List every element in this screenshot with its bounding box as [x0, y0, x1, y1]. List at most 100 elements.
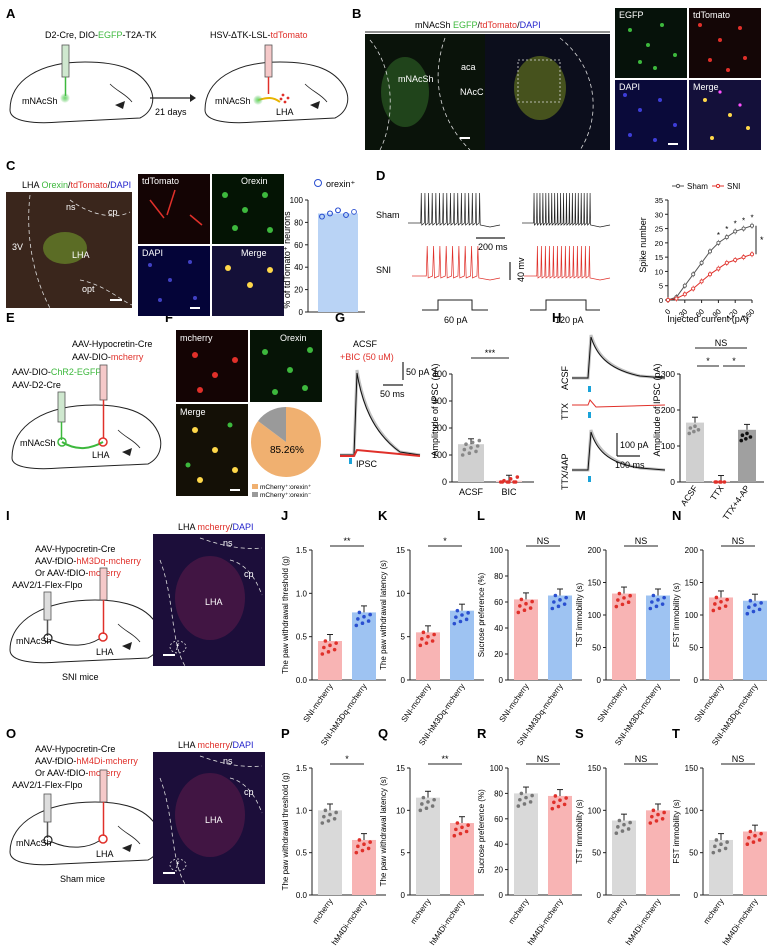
y-tick-label: 0.5: [296, 633, 308, 642]
data-point: [699, 260, 704, 265]
d-sham-label: Sham: [376, 210, 400, 220]
data-point: [748, 829, 753, 834]
y-tick-label: 150: [685, 579, 699, 588]
data-point: [558, 798, 562, 802]
data-point: [654, 604, 659, 609]
data-point: [713, 844, 717, 849]
data-point: [327, 210, 333, 217]
y-tick-label: 1.0: [296, 806, 308, 815]
sig-star: *: [760, 235, 764, 245]
y-tick-label: 0.5: [296, 849, 308, 858]
data-point: [550, 606, 555, 611]
b-dapi-tile: [615, 80, 687, 150]
data-point: [757, 838, 762, 842]
b-merge-tile: [689, 80, 761, 150]
data-point: [418, 808, 423, 813]
data-point: [466, 611, 470, 615]
f-ch-orexin: Orexin: [280, 333, 307, 343]
data-point: [368, 612, 372, 617]
sig-star: *: [742, 217, 745, 226]
i-v1: AAV-Hypocretin-Cre: [35, 544, 115, 554]
data-point: [366, 846, 371, 851]
data-point: [723, 604, 728, 608]
y-tick-label: 150: [588, 764, 602, 773]
data-point: [562, 802, 567, 807]
x-tick-label: mcherry: [507, 897, 531, 926]
bar: [458, 444, 484, 482]
data-point: [564, 595, 568, 600]
y-tick-label: 0: [442, 477, 447, 487]
data-point: [747, 836, 751, 840]
sig-label: NS: [635, 536, 648, 546]
data-point: [714, 838, 719, 842]
data-point: [432, 797, 436, 802]
h-ylabel: Amplitude of IPSC (pA): [652, 363, 662, 456]
y-tick-label: 20: [494, 650, 503, 659]
data-point: [688, 426, 693, 430]
data-point: [474, 449, 478, 454]
d-scale-mv: 40 mv: [516, 257, 526, 282]
o-cp: cp: [244, 787, 254, 797]
c-ns: ns: [66, 202, 76, 212]
data-point: [717, 848, 722, 853]
data-point: [753, 603, 757, 607]
data-point: [558, 598, 562, 602]
data-point: [326, 819, 331, 823]
data-point: [751, 609, 756, 614]
data-point: [320, 821, 325, 825]
c-3v: 3V: [12, 242, 23, 252]
data-point: [356, 844, 360, 849]
d-xlabel: Injected current (pA): [667, 314, 749, 324]
panel-i: AAV-Hypocretin-Cre AAV-fDIO-hM3Dq-mcherr…: [9, 522, 265, 682]
data-point: [724, 260, 729, 265]
panel-label-f: F: [165, 310, 173, 325]
panel-label-b: B: [352, 6, 361, 21]
x-tick-label: mcherry: [605, 897, 629, 926]
bar: [318, 641, 342, 680]
y-tick-label: 200: [685, 546, 699, 555]
y-tick-label: 150: [685, 764, 699, 773]
h-scale-pa: 100 pA: [620, 440, 649, 450]
b-egfp-tile: [615, 8, 687, 78]
x-tick-label: hM4Di-mcherry: [330, 897, 369, 947]
o-v2: AAV-fDIO-hM4Di-mcherry: [35, 756, 138, 766]
data-point: [562, 602, 567, 606]
g-traces: [340, 369, 421, 457]
y-tick-label: 100: [490, 546, 504, 555]
sig-label: NS: [732, 754, 745, 764]
panel-d: Sham SNI 200 ms 40 mv 60 pA 120 pA Sham S…: [376, 182, 764, 325]
f-legend-2: mCherry⁺:orexin⁻: [260, 492, 312, 499]
chart-q: The paw withdrawal latency (s) 0 5 10 15 mche…: [379, 754, 484, 947]
g-chart: Amplitude of IPSC (pA) 0 100 200 300 400 ACSF…: [430, 348, 534, 497]
y-axis-label: FST immobility (s): [672, 583, 681, 648]
x-tick-label: TTX: [708, 483, 726, 502]
y-tick-label: 100: [685, 806, 699, 815]
panel-label-i: I: [6, 508, 10, 523]
d-chart: Sham SNI Spike number Injected current (p…: [638, 182, 764, 324]
data-point: [420, 637, 424, 641]
c-lha: LHA: [72, 250, 90, 260]
data-point: [552, 600, 556, 604]
g-ylabel: Amplitude of IPSC (pA): [430, 363, 440, 456]
i-ns: ns: [223, 538, 233, 548]
x-tick-label: SNI-mcherry: [400, 682, 433, 724]
panel-label-r: R: [477, 726, 487, 741]
d-ylabel: Spike number: [638, 217, 648, 273]
data-point: [745, 611, 750, 616]
f-pie-chart: [251, 407, 321, 477]
data-point: [368, 840, 372, 844]
sig-label: **: [343, 536, 351, 546]
i-f: f: [176, 642, 180, 652]
y-tick-label: 20: [294, 286, 303, 295]
data-point: [452, 833, 457, 838]
data-point: [460, 825, 464, 830]
ipsc-trace-bic: [340, 448, 421, 457]
data-point: [418, 643, 423, 648]
data-point: [651, 808, 656, 813]
y-tick-label: 0: [401, 676, 406, 685]
data-point: [662, 595, 666, 600]
a-region-right: mNAcSh: [215, 96, 251, 106]
data-point: [508, 477, 513, 481]
i-mice: SNI mice: [62, 672, 99, 682]
